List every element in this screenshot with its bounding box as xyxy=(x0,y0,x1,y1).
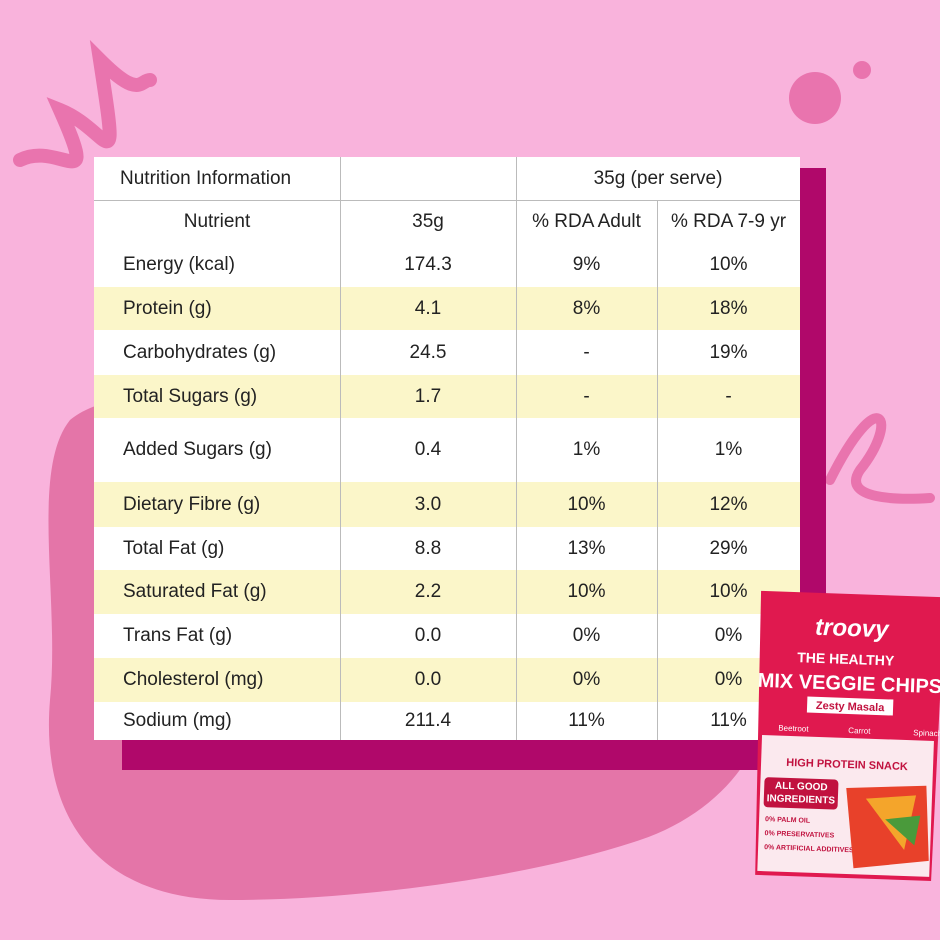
value-cell: 211.4 xyxy=(404,710,452,731)
column-rule xyxy=(516,157,517,740)
nutrient-cell: Saturated Fat (g) xyxy=(123,581,267,602)
value-cell: 1.7 xyxy=(414,385,442,407)
value-cell: 10% xyxy=(709,581,748,602)
veggie: Spinach xyxy=(913,728,940,738)
value-cell: 24.5 xyxy=(409,341,447,363)
column-header: % RDA Adult xyxy=(532,210,641,232)
value-cell: 0.0 xyxy=(414,625,442,646)
row-bg xyxy=(94,658,800,702)
brand: troovy xyxy=(815,614,891,644)
badge-box xyxy=(763,777,839,810)
nutrient-cell: Dietary Fibre (g) xyxy=(123,493,261,515)
value-cell: 18% xyxy=(709,297,748,319)
value-cell: 1% xyxy=(714,439,743,460)
value-cell: 13% xyxy=(567,537,606,559)
dot xyxy=(853,61,871,79)
column-header: Nutrient xyxy=(183,210,251,232)
table-title: Nutrition Information xyxy=(120,167,292,189)
veggie: Beetroot xyxy=(778,724,809,734)
nutrient-cell: Added Sugars (g) xyxy=(123,439,272,460)
flavor-box xyxy=(806,696,894,716)
value-cell: 8% xyxy=(572,297,601,319)
value-cell: 2.2 xyxy=(414,581,442,602)
nutrient-cell: Cholesterol (mg) xyxy=(123,669,264,690)
value-cell: 0% xyxy=(714,669,743,690)
value-cell: 0% xyxy=(572,669,601,690)
value-cell: - xyxy=(725,385,732,407)
claim: 0% PRESERVATIVES xyxy=(764,830,834,839)
column-rule xyxy=(340,157,341,740)
flavor: Zesty Masala xyxy=(816,700,886,714)
squiggle xyxy=(13,39,157,169)
badge: ALL GOOD INGREDIENTS xyxy=(766,780,836,807)
column-header: % RDA 7-9 yr xyxy=(670,210,787,232)
value-cell: 0.0 xyxy=(414,669,442,690)
value-cell: 9% xyxy=(572,254,601,275)
nutrient-cell: Energy (kcal) xyxy=(123,254,235,275)
nutrient-cell: Sodium (mg) xyxy=(123,710,232,731)
nutrition-table: Nutrition Information 35g (per serve) Nutr… xyxy=(94,157,800,740)
loop xyxy=(825,413,935,504)
value-cell: 0% xyxy=(714,625,743,646)
product-package: troovy THE HEALTHY MIX VEGGIE CHIPS Zest… xyxy=(755,590,940,881)
nutrient-cell: Total Fat (g) xyxy=(123,537,225,559)
value-cell: 174.3 xyxy=(404,254,452,275)
value-cell: - xyxy=(583,341,590,363)
row-bg xyxy=(94,570,800,614)
value-cell: 1% xyxy=(572,439,601,460)
row-bg xyxy=(94,243,800,287)
column-header: 35g xyxy=(412,210,444,232)
value-cell: 8.8 xyxy=(414,537,442,559)
row-bg xyxy=(94,287,800,330)
value-cell: 3.0 xyxy=(414,493,442,515)
veggie: Carrot xyxy=(848,726,871,736)
value-cell: 11% xyxy=(568,710,605,731)
row-bg xyxy=(94,418,800,482)
value-cell: 10% xyxy=(567,581,606,602)
chips xyxy=(885,815,921,846)
dot xyxy=(789,72,841,124)
value-cell: 10% xyxy=(567,493,606,515)
serve-header: 35g (per serve) xyxy=(593,167,723,189)
column-rule xyxy=(657,200,658,740)
row-bg xyxy=(94,330,800,375)
row-bg xyxy=(94,702,800,740)
claim: 0% PALM OIL xyxy=(765,816,811,825)
claim: 0% ARTIFICIAL ADDITIVES xyxy=(764,844,854,854)
row-bg xyxy=(94,482,800,527)
value-cell: 29% xyxy=(709,537,748,559)
value-cell: 19% xyxy=(709,341,748,363)
tag: HIGH PROTEIN SNACK xyxy=(786,757,908,773)
row-bg xyxy=(94,614,800,658)
rule xyxy=(94,200,800,201)
value-cell: 10% xyxy=(709,254,748,275)
nutrient-cell: Carbohydrates (g) xyxy=(123,341,277,363)
value-cell: 0% xyxy=(572,625,601,646)
nutrient-cell: Trans Fat (g) xyxy=(123,625,233,646)
row-bg xyxy=(94,375,800,418)
nutrient-cell: Total Sugars (g) xyxy=(123,385,258,407)
nutrient-cell: Protein (g) xyxy=(123,297,212,319)
value-cell: 12% xyxy=(709,493,748,515)
value-cell: 11% xyxy=(710,710,747,731)
value-cell: 0.4 xyxy=(414,439,442,460)
line1: THE HEALTHY xyxy=(797,649,895,668)
row-bg xyxy=(94,527,800,570)
value-cell: 4.1 xyxy=(414,297,442,319)
value-cell: - xyxy=(583,385,590,407)
